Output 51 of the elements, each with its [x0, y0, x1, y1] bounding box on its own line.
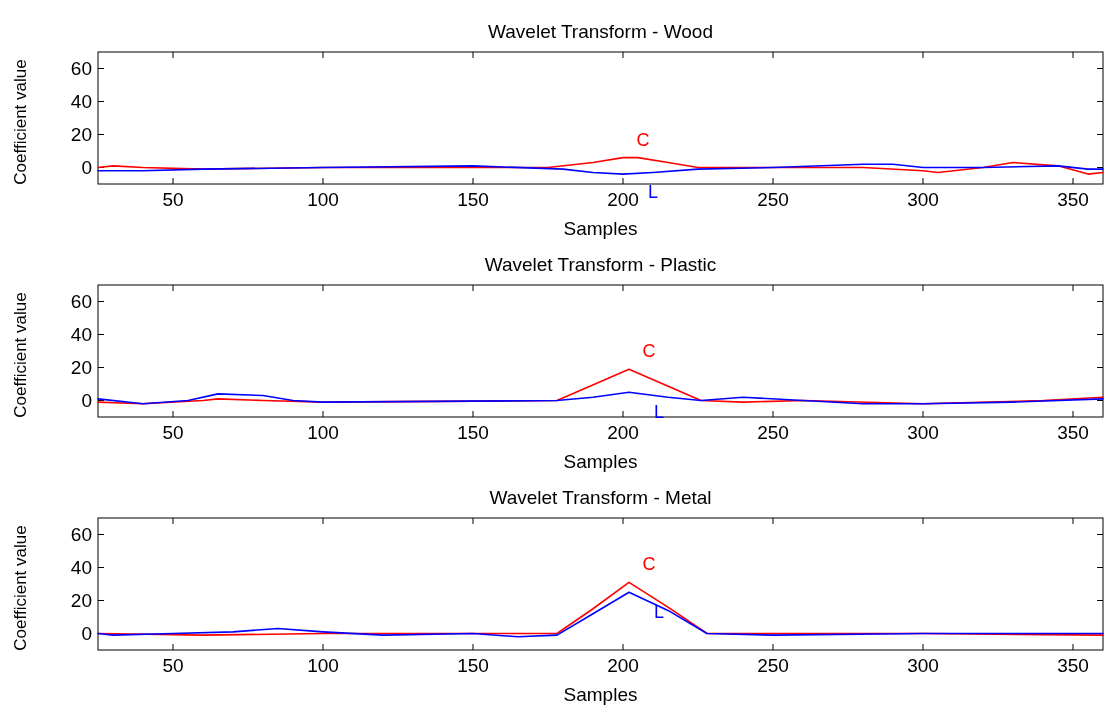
line-series	[97, 163, 1104, 175]
x-tick-label: 250	[757, 189, 789, 210]
x-axis-title: Samples	[563, 684, 638, 705]
series-label: L	[653, 402, 665, 423]
x-axis-title: Samples	[563, 451, 638, 472]
line-series	[97, 591, 1104, 638]
y-axis-title: Coefficient value	[11, 525, 30, 651]
x-tick-label: 200	[607, 189, 639, 210]
x-tick-label: 100	[307, 422, 339, 443]
x-tick-label: 150	[457, 189, 489, 210]
y-tick-label: 60	[70, 58, 92, 80]
x-tick-label: 350	[1057, 189, 1089, 210]
x-tick-label: 250	[757, 422, 789, 443]
y-tick-label: 60	[70, 524, 92, 546]
x-axis-title: Samples	[563, 218, 638, 239]
series-label: C	[642, 554, 656, 575]
y-tick-label: 0	[81, 157, 92, 179]
series-label: L	[653, 602, 665, 623]
y-tick-label: 40	[70, 324, 92, 346]
chart-title: Wavelet Transform - Wood	[488, 21, 713, 42]
x-tick-label: 150	[457, 422, 489, 443]
x-tick-label: 300	[907, 422, 939, 443]
y-axis-title: Coefficient value	[11, 59, 30, 185]
series-label: L	[647, 182, 659, 202]
series-label: C	[642, 341, 656, 362]
x-tick-label: 300	[907, 655, 939, 676]
chart-title: Wavelet Transform - Metal	[489, 487, 712, 508]
line-series	[97, 391, 1104, 405]
x-tick-label: 50	[162, 189, 184, 210]
x-tick-label: 50	[162, 655, 184, 676]
x-tick-label: 200	[607, 422, 639, 443]
x-tick-label: 250	[757, 655, 789, 676]
y-tick-label: 40	[70, 557, 92, 579]
y-tick-label: 0	[81, 390, 92, 412]
series-label: C	[636, 129, 650, 150]
x-tick-label: 150	[457, 655, 489, 676]
y-tick-label: 0	[81, 623, 92, 645]
x-tick-label: 300	[907, 189, 939, 210]
y-tick-label: 60	[70, 291, 92, 313]
x-tick-label: 200	[607, 655, 639, 676]
x-tick-label: 100	[307, 655, 339, 676]
x-tick-label: 100	[307, 189, 339, 210]
y-tick-label: 20	[70, 124, 92, 146]
y-tick-label: 20	[70, 590, 92, 612]
chart-title: Wavelet Transform - Plastic	[484, 254, 717, 275]
x-tick-label: 350	[1057, 422, 1089, 443]
y-tick-label: 40	[70, 91, 92, 113]
y-axis-title: Coefficient value	[11, 292, 30, 418]
x-tick-label: 50	[162, 422, 184, 443]
y-tick-label: 20	[70, 357, 92, 379]
x-tick-label: 350	[1057, 655, 1089, 676]
